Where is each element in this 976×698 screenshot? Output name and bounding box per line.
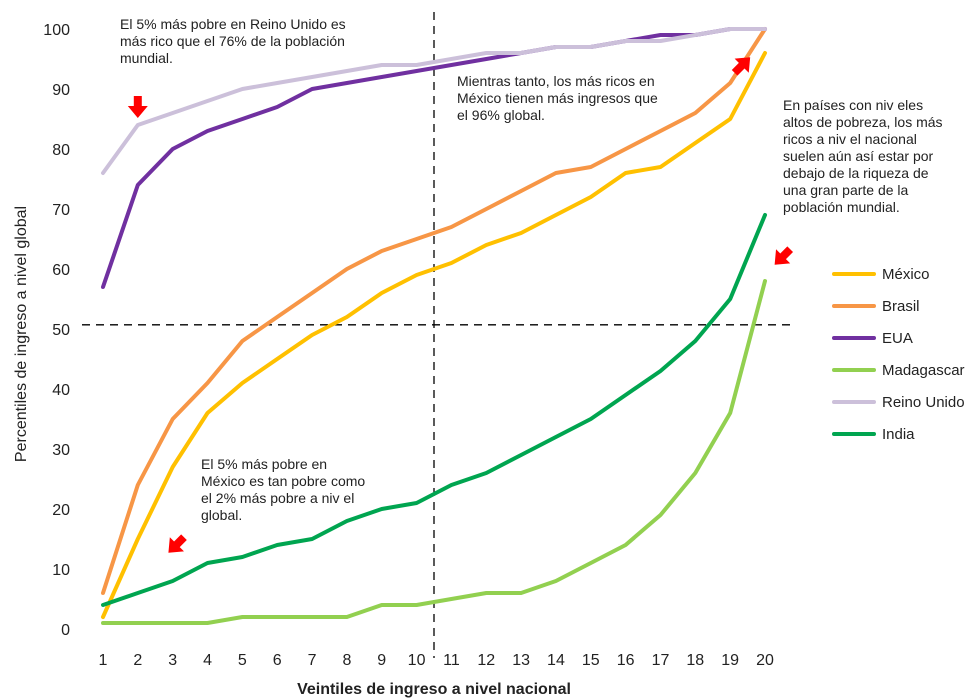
annotation-uk: El 5% más pobre en Reino Unido es más ri… <box>120 16 346 66</box>
x-tick-label: 20 <box>756 652 774 669</box>
x-tick-label: 5 <box>238 652 247 669</box>
y-tick-label: 100 <box>43 22 70 39</box>
y-tick-label: 30 <box>52 442 70 459</box>
annotation-arrow-mx_rich <box>731 57 751 76</box>
x-tick-label: 12 <box>477 652 495 669</box>
series-line-eua <box>101 27 767 289</box>
x-tick-label: 17 <box>652 652 670 669</box>
x-tick-label: 16 <box>617 652 635 669</box>
y-tick-label: 50 <box>52 322 70 339</box>
legend-item: Madagascar <box>832 354 965 386</box>
x-tick-label: 15 <box>582 652 600 669</box>
legend-swatch <box>832 336 876 340</box>
arrow-shape <box>731 57 751 76</box>
legend-label: Madagascar <box>882 361 965 379</box>
annotation-poverty: En países con niv eles altos de pobreza,… <box>783 97 943 215</box>
legend-swatch <box>832 432 876 436</box>
x-tick-label: 14 <box>547 652 565 669</box>
series-line-méxico <box>101 51 767 619</box>
y-tick-label: 70 <box>52 202 70 219</box>
y-tick-label: 80 <box>52 142 70 159</box>
legend-label: Brasil <box>882 297 920 315</box>
y-tick-label: 0 <box>61 622 70 639</box>
legend-item: Reino Unido <box>832 386 965 418</box>
x-tick-label: 8 <box>342 652 351 669</box>
legend-swatch <box>832 272 876 276</box>
series-line-brasil <box>101 27 767 595</box>
x-tick-label: 4 <box>203 652 212 669</box>
x-tick-label: 3 <box>168 652 177 669</box>
x-tick-label: 1 <box>99 652 108 669</box>
x-tick-label: 18 <box>686 652 704 669</box>
legend-swatch <box>832 400 876 404</box>
x-tick-label: 13 <box>512 652 530 669</box>
y-tick-label: 90 <box>52 82 70 99</box>
annotation-mexico-poor: El 5% más pobre en México es tan pobre c… <box>201 456 366 523</box>
x-tick-label: 9 <box>377 652 386 669</box>
x-tick-label: 2 <box>133 652 142 669</box>
legend-swatch <box>832 304 876 308</box>
arrow-shape <box>168 534 187 553</box>
annotation-arrow-mx_poor <box>168 534 187 553</box>
arrow-shape <box>127 96 148 118</box>
annotation-arrow-poverty <box>774 246 794 265</box>
y-tick-label: 40 <box>52 382 70 399</box>
legend-item: Brasil <box>832 290 965 322</box>
legend-item: India <box>832 418 965 450</box>
arrow-shape <box>774 246 794 265</box>
legend-label: EUA <box>882 329 913 347</box>
legend-item: EUA <box>832 322 965 354</box>
legend-label: México <box>882 265 930 283</box>
y-axis-title: Percentiles de ingreso a nivel global <box>13 206 30 462</box>
annotation-mexico-rich: Mientras tanto, los más ricos en México … <box>457 73 658 123</box>
series-line-india <box>101 213 767 607</box>
y-tick-label: 10 <box>52 562 70 579</box>
y-tick-label: 20 <box>52 502 70 519</box>
x-tick-label: 10 <box>408 652 426 669</box>
annotation-arrow-uk <box>127 96 148 118</box>
x-axis-title: Veintiles de ingreso a nivel nacional <box>297 681 571 698</box>
legend-label: Reino Unido <box>882 393 965 411</box>
legend-item: México <box>832 258 965 290</box>
legend-label: India <box>882 425 915 443</box>
x-tick-label: 19 <box>721 652 739 669</box>
y-tick-label: 60 <box>52 262 70 279</box>
x-tick-label: 11 <box>443 652 460 669</box>
series-line-reino-unido <box>101 27 767 175</box>
series-line-madagascar <box>101 279 767 625</box>
x-tick-label: 7 <box>308 652 317 669</box>
legend: México Brasil EUA Madagascar Reino Unido Indi… <box>832 258 965 450</box>
legend-swatch <box>832 368 876 372</box>
x-tick-label: 6 <box>273 652 282 669</box>
